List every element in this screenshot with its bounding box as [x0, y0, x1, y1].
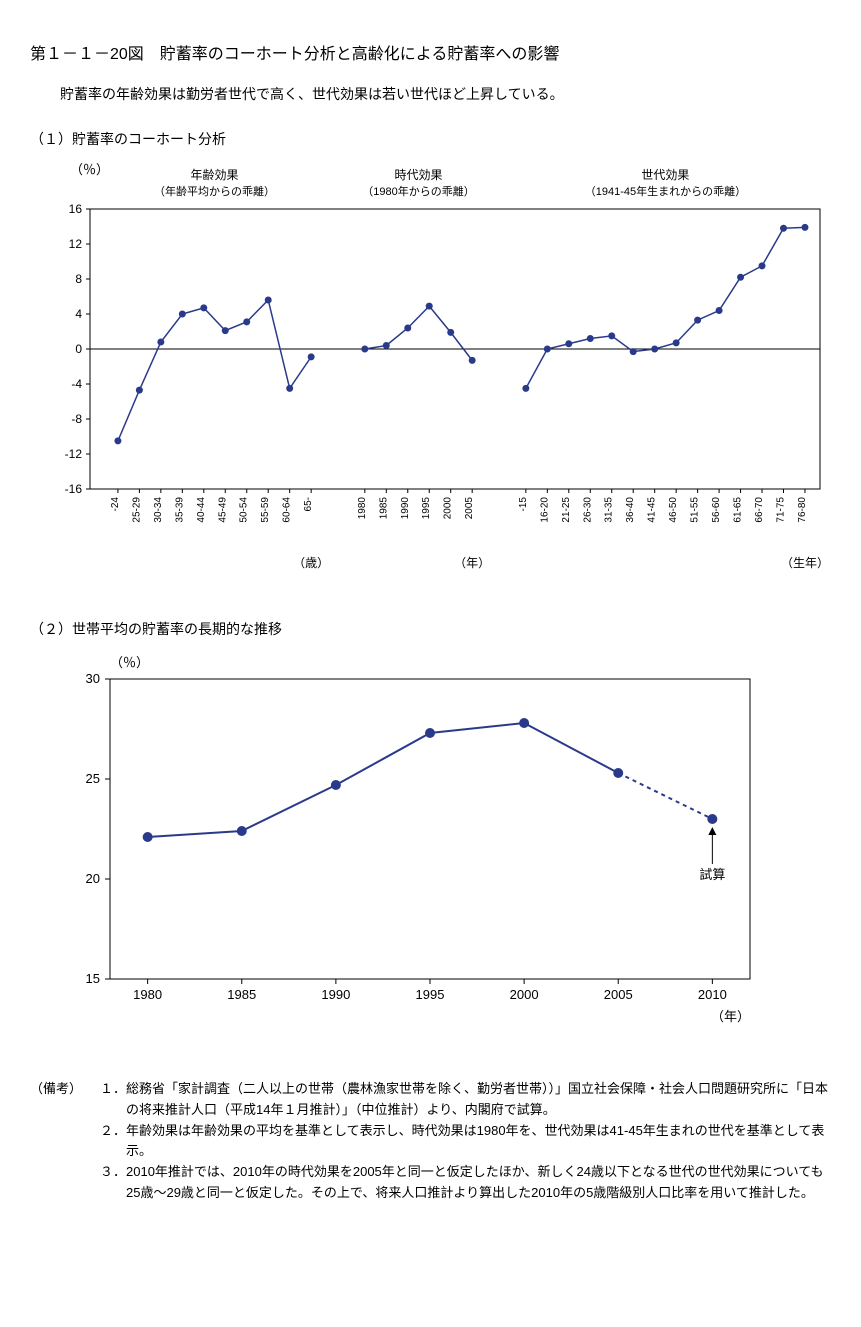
svg-text:（歳）: （歳）: [293, 556, 329, 570]
svg-text:1990: 1990: [321, 987, 350, 1002]
svg-text:-4: -4: [71, 377, 82, 391]
svg-text:1985: 1985: [378, 497, 389, 520]
svg-text:16: 16: [69, 202, 83, 216]
svg-text:（1941-45年生まれからの乖離）: （1941-45年生まれからの乖離）: [585, 184, 746, 198]
svg-text:1985: 1985: [227, 987, 256, 1002]
svg-text:1980: 1980: [357, 497, 368, 520]
svg-text:65-: 65-: [303, 497, 314, 511]
svg-text:試算: 試算: [699, 867, 725, 882]
svg-text:25: 25: [86, 771, 100, 786]
svg-text:1990: 1990: [400, 497, 411, 520]
svg-text:（年）: （年）: [711, 1009, 750, 1024]
svg-text:50-54: 50-54: [239, 497, 250, 523]
svg-text:（年）: （年）: [454, 556, 490, 570]
svg-text:8: 8: [75, 272, 82, 286]
chart2-wrap: （％） 15 20 25 30 1980 1985 1990 1995 2000 2005 2010 （…: [30, 649, 831, 1049]
chart1-wrap: （％） -16 -12 -8 -4 0 4 8 12 16 年齢効果 （年齢平均からの乖離） -24 25…: [30, 159, 831, 589]
svg-text:76-80: 76-80: [797, 497, 808, 523]
svg-text:-12: -12: [65, 447, 83, 461]
svg-text:1980: 1980: [133, 987, 162, 1002]
svg-text:2000: 2000: [510, 987, 539, 1002]
svg-text:（％）: （％）: [70, 162, 109, 177]
svg-text:2010: 2010: [698, 987, 727, 1002]
svg-text:41-45: 41-45: [647, 497, 658, 523]
svg-text:30-34: 30-34: [153, 497, 164, 523]
svg-text:46-50: 46-50: [668, 497, 679, 523]
svg-text:31-35: 31-35: [604, 497, 615, 523]
notes-label: （備考）: [30, 1079, 100, 1121]
svg-text:（生年）: （生年）: [781, 556, 829, 570]
svg-text:71-75: 71-75: [776, 497, 787, 523]
svg-text:30: 30: [86, 671, 100, 686]
svg-text:45-49: 45-49: [217, 497, 228, 523]
svg-text:40-44: 40-44: [196, 497, 207, 523]
svg-text:56-60: 56-60: [711, 497, 722, 523]
note-num-2: ２．: [100, 1121, 126, 1163]
svg-text:2005: 2005: [604, 987, 633, 1002]
page-title: 第１－１－20図 貯蓄率のコーホート分析と高齢化による貯蓄率への影響: [30, 40, 831, 64]
page-subtitle: 貯蓄率の年齢効果は勤労者世代で高く、世代効果は若い世代ほど上昇している。: [60, 84, 831, 104]
note-text-3: 2010年推計では、2010年の時代効果を2005年と同一と仮定したほか、新しく…: [126, 1162, 831, 1204]
section1-title: （１）貯蓄率のコーホート分析: [30, 129, 831, 149]
svg-text:-16: -16: [65, 482, 83, 496]
svg-text:（％）: （％）: [110, 655, 149, 670]
svg-text:15: 15: [86, 971, 100, 986]
svg-text:-24: -24: [110, 497, 121, 512]
svg-text:年齢効果: 年齢効果: [191, 167, 239, 182]
svg-text:55-59: 55-59: [260, 497, 271, 523]
svg-text:12: 12: [69, 237, 83, 251]
svg-text:35-39: 35-39: [174, 497, 185, 523]
svg-text:世代効果: 世代効果: [641, 167, 689, 182]
svg-text:時代効果: 時代効果: [394, 167, 442, 182]
svg-text:-15: -15: [518, 497, 529, 512]
cohort-chart: （％） -16 -12 -8 -4 0 4 8 12 16 年齢効果 （年齢平均からの乖離） -24 25…: [30, 159, 830, 589]
note-num-1: １．: [100, 1079, 126, 1121]
trend-chart: （％） 15 20 25 30 1980 1985 1990 1995 2000 2005 2010 （…: [30, 649, 790, 1049]
svg-text:-8: -8: [71, 412, 82, 426]
svg-text:16-20: 16-20: [539, 497, 550, 523]
svg-text:26-30: 26-30: [582, 497, 593, 523]
notes-block: （備考） １． 総務省「家計調査（二人以上の世帯（農林漁家世帯を除く、勤労者世帯…: [30, 1079, 831, 1204]
note-text-2: 年齢効果は年齢効果の平均を基準として表示し、時代効果は1980年を、世代効果は4…: [126, 1121, 831, 1163]
svg-text:（1980年からの乖離）: （1980年からの乖離）: [362, 184, 474, 198]
section2-title: （２）世帯平均の貯蓄率の長期的な推移: [30, 619, 831, 639]
note-text-1: 総務省「家計調査（二人以上の世帯（農林漁家世帯を除く、勤労者世帯））」国立社会保…: [126, 1079, 831, 1121]
svg-text:1995: 1995: [421, 497, 432, 520]
svg-text:2000: 2000: [443, 497, 454, 520]
svg-text:66-70: 66-70: [754, 497, 765, 523]
svg-text:1995: 1995: [416, 987, 445, 1002]
svg-text:51-55: 51-55: [690, 497, 701, 523]
svg-text:60-64: 60-64: [282, 497, 293, 523]
svg-text:25-29: 25-29: [131, 497, 142, 523]
svg-text:61-65: 61-65: [733, 497, 744, 523]
note-num-3: ３．: [100, 1162, 126, 1204]
svg-text:2005: 2005: [464, 497, 475, 520]
svg-text:21-25: 21-25: [561, 497, 572, 523]
svg-text:0: 0: [75, 342, 82, 356]
svg-text:4: 4: [75, 307, 82, 321]
svg-text:20: 20: [86, 871, 100, 886]
svg-text:（年齢平均からの乖離）: （年齢平均からの乖離）: [154, 184, 275, 198]
svg-text:36-40: 36-40: [625, 497, 636, 523]
